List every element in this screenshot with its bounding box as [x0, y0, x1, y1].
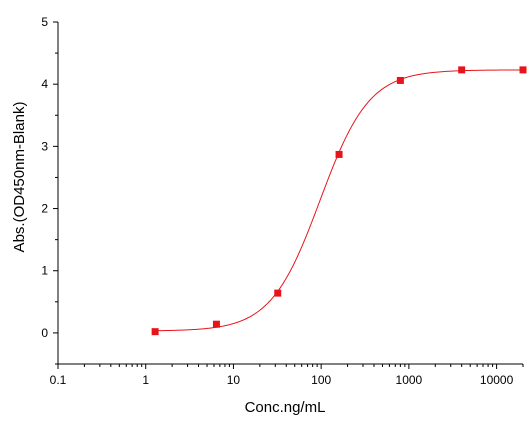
x-tick-label: 0.1 [50, 373, 67, 387]
data-point [335, 150, 343, 158]
x-tick-label: 10000 [480, 373, 514, 387]
y-tick-label: 5 [41, 15, 48, 29]
y-axis-title: Abs.(OD450nm-Blank) [11, 102, 28, 253]
data-point [212, 320, 220, 328]
x-tick-label: 100 [311, 373, 331, 387]
y-tick-label: 2 [41, 202, 48, 216]
x-axis-title: Conc.ng/mL [245, 399, 326, 416]
data-point [274, 289, 282, 297]
y-tick-label: 3 [41, 139, 48, 153]
y-tick-label: 1 [41, 264, 48, 278]
data-point [458, 66, 466, 74]
y-tick-label: 0 [41, 326, 48, 340]
data-point [396, 76, 404, 84]
y-tick-label: 4 [41, 77, 48, 91]
data-points [151, 66, 527, 336]
x-tick-label: 1 [142, 373, 149, 387]
x-axis: 0.1 1 10 100 1000 10000 [50, 363, 524, 387]
data-point [519, 66, 527, 74]
x-ticks: 0.1 1 10 100 1000 10000 [50, 364, 524, 387]
fit-curve [155, 69, 523, 332]
y-ticks: 0 1 2 3 4 5 [41, 15, 58, 365]
x-tick-label: 1000 [396, 373, 423, 387]
data-point [151, 328, 159, 336]
x-tick-label: 10 [227, 373, 241, 387]
y-axis: 0 1 2 3 4 5 [41, 15, 59, 365]
